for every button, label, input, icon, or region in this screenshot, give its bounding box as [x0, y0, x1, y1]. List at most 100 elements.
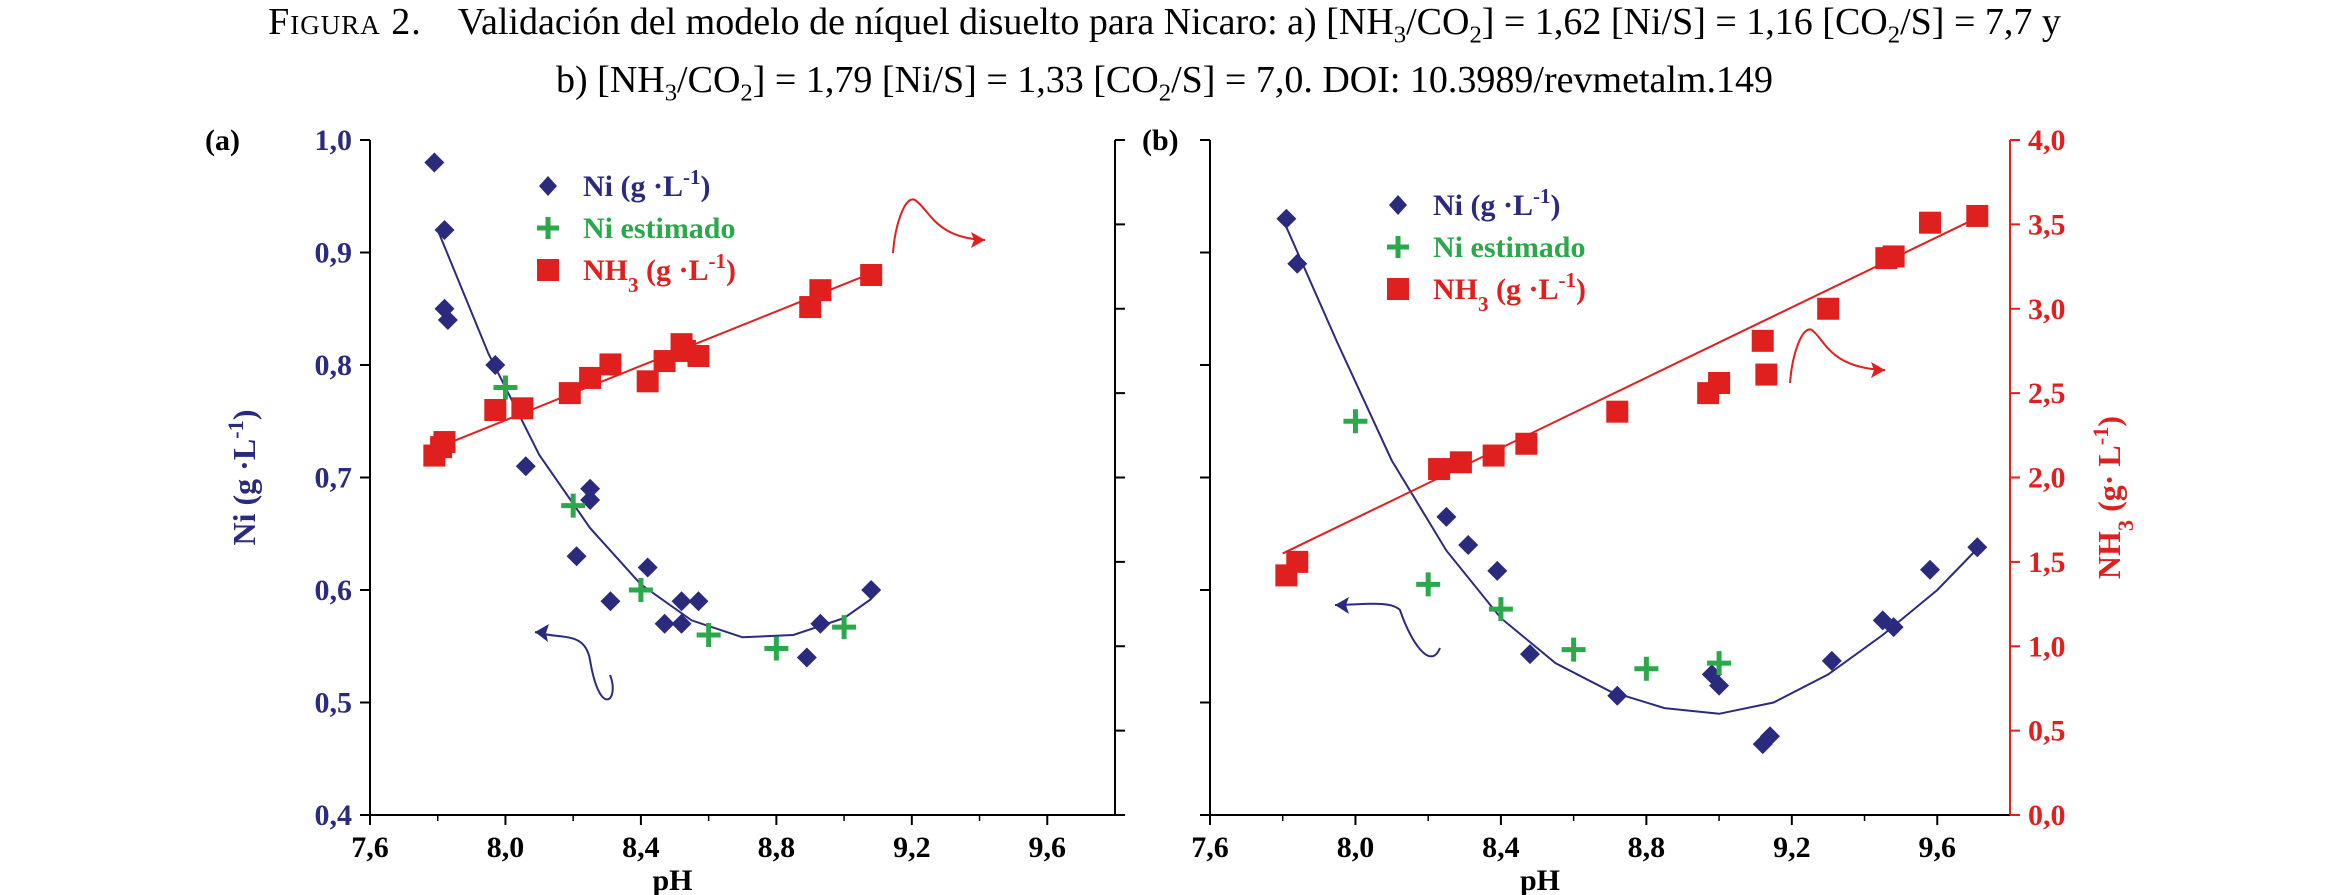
- ni-point: [485, 355, 506, 375]
- nh3-point: [653, 350, 676, 373]
- ni-point: [671, 613, 692, 634]
- y-tick-label-left: 0,5: [315, 687, 353, 720]
- ni-point: [566, 546, 587, 567]
- y-tick-label-left: 0,9: [315, 237, 353, 270]
- nh3-point: [579, 366, 602, 389]
- legend-nh3-marker: [537, 259, 559, 281]
- nh3-point: [484, 399, 507, 421]
- nh3-point: [1428, 458, 1451, 481]
- nh3-point: [1919, 211, 1941, 234]
- nh3-point: [687, 345, 710, 367]
- ni-point: [434, 220, 455, 240]
- nh3-axis-arrow: [892, 198, 986, 254]
- x-tick-label: 8,4: [622, 831, 660, 864]
- x-tick-label: 8,8: [1628, 831, 1666, 864]
- ni-axis-arrow: [534, 631, 614, 701]
- ni-point: [1520, 644, 1540, 665]
- y-tick-label-right: 0,5: [2028, 715, 2066, 748]
- series-square: [423, 264, 883, 467]
- ni-point: [437, 310, 458, 330]
- nh3-point: [511, 397, 534, 420]
- ni-point: [600, 591, 621, 612]
- ni-estimado-point: [1343, 409, 1368, 434]
- ni-point: [671, 591, 692, 612]
- nh3-point: [809, 279, 832, 302]
- nh3-fit-line: [1282, 215, 1982, 555]
- ni-point: [1436, 506, 1457, 527]
- nh3-point: [1751, 329, 1774, 352]
- legend-nh3-label: NH3 (g ·L-1): [583, 249, 736, 297]
- y-tick-label-left: 0,4: [315, 799, 353, 832]
- x-tick-label: 7,6: [351, 831, 389, 864]
- legend-ni-label: Ni (g ·L-1): [1433, 184, 1561, 222]
- nh3-point: [1482, 444, 1505, 467]
- y-tick-label-right: 4,0: [2028, 124, 2066, 157]
- ni-point: [1920, 559, 1940, 580]
- nh3-axis-arrow: [1789, 328, 1886, 384]
- nh3-point: [636, 370, 659, 393]
- nh3-point: [860, 264, 883, 286]
- x-tick-label: 9,2: [1773, 831, 1811, 864]
- series-plus: [1343, 409, 1732, 681]
- y-tick-label-right: 1,0: [2028, 630, 2066, 663]
- ni-point: [1287, 253, 1308, 274]
- ni-estimado-point: [1488, 597, 1513, 622]
- ni-point: [1607, 685, 1628, 706]
- legend-ni-marker: [1389, 195, 1407, 215]
- x-tick-label: 7,6: [1191, 831, 1229, 864]
- ni-point: [1821, 650, 1842, 671]
- x-tick-label: 8,0: [487, 831, 525, 864]
- ni-fit-curve: [1281, 218, 1982, 715]
- x-tick-label: 9,2: [893, 831, 931, 864]
- x-tick-label: 8,8: [758, 831, 796, 864]
- nh3-point: [558, 382, 581, 405]
- ni-point: [1458, 535, 1479, 555]
- ni-point: [861, 580, 882, 600]
- y-tick-label-left: 0,7: [315, 462, 353, 495]
- nh3-point: [1882, 245, 1905, 268]
- ni-estimado-point: [1561, 637, 1586, 662]
- ni-point: [1276, 208, 1297, 229]
- y-tick-label-right: 1,5: [2028, 546, 2066, 579]
- legend-ni-marker: [539, 176, 557, 196]
- y-tick-label-right: 3,0: [2028, 293, 2066, 326]
- nh3-point: [1966, 204, 1989, 227]
- nh3-point: [1515, 432, 1538, 455]
- ni-point: [637, 557, 658, 578]
- nh3-axis-arrowhead: [1871, 362, 1885, 378]
- chart-panel-a: 7,6 8,0 8,4 8,8 9,2 9,6 pH 0,4 0,5 0,6 0,7 0,8 0,9 1,…: [205, 124, 1125, 895]
- legend-ni-estimado-label: Ni estimado: [583, 212, 736, 245]
- nh3-point: [599, 353, 622, 376]
- nh3-point: [1755, 363, 1778, 386]
- series-diamond: [424, 152, 882, 668]
- ni-point: [424, 152, 445, 173]
- y-tick-label-left: 0,8: [315, 349, 353, 382]
- nh3-axis-arrowhead: [971, 232, 985, 248]
- legend-ni-estimado-marker: [537, 217, 559, 239]
- ni-point: [1883, 617, 1904, 638]
- ni-point: [796, 647, 817, 668]
- ni-estimado-point: [696, 623, 721, 647]
- ni-point: [654, 613, 675, 634]
- ni-point: [515, 456, 536, 477]
- nh3-point: [1449, 451, 1472, 474]
- legend-ni-estimado-label: Ni estimado: [1433, 231, 1586, 264]
- ni-point: [810, 613, 831, 634]
- nh3-point: [799, 296, 822, 319]
- caption-line-2: b) [NH3/CO2] = 1,79 [Ni/S] = 1,33 [CO2/S…: [556, 58, 1773, 107]
- x-axis-label: pH: [1520, 864, 1560, 895]
- nh3-point: [433, 431, 456, 454]
- legend-ni-label: Ni (g ·L-1): [583, 165, 711, 203]
- x-tick-label: 9,6: [1029, 831, 1067, 864]
- caption-line-1: Figura 2. Validación del modelo de níquel…: [0, 0, 2329, 58]
- y-axis-label: Ni (g ·L-1): [223, 410, 263, 546]
- y-tick-label-right: 2,5: [2028, 377, 2066, 410]
- y-tick-label-left: 0,6: [315, 574, 353, 607]
- ni-point: [1709, 675, 1730, 696]
- ni-point: [688, 591, 709, 612]
- figure-caption: Figura 2. Validación del modelo de níquel…: [0, 0, 2329, 115]
- series-diamond: [1276, 208, 1988, 755]
- x-tick-label: 9,6: [1919, 831, 1957, 864]
- ni-axis-arrowhead: [535, 624, 549, 642]
